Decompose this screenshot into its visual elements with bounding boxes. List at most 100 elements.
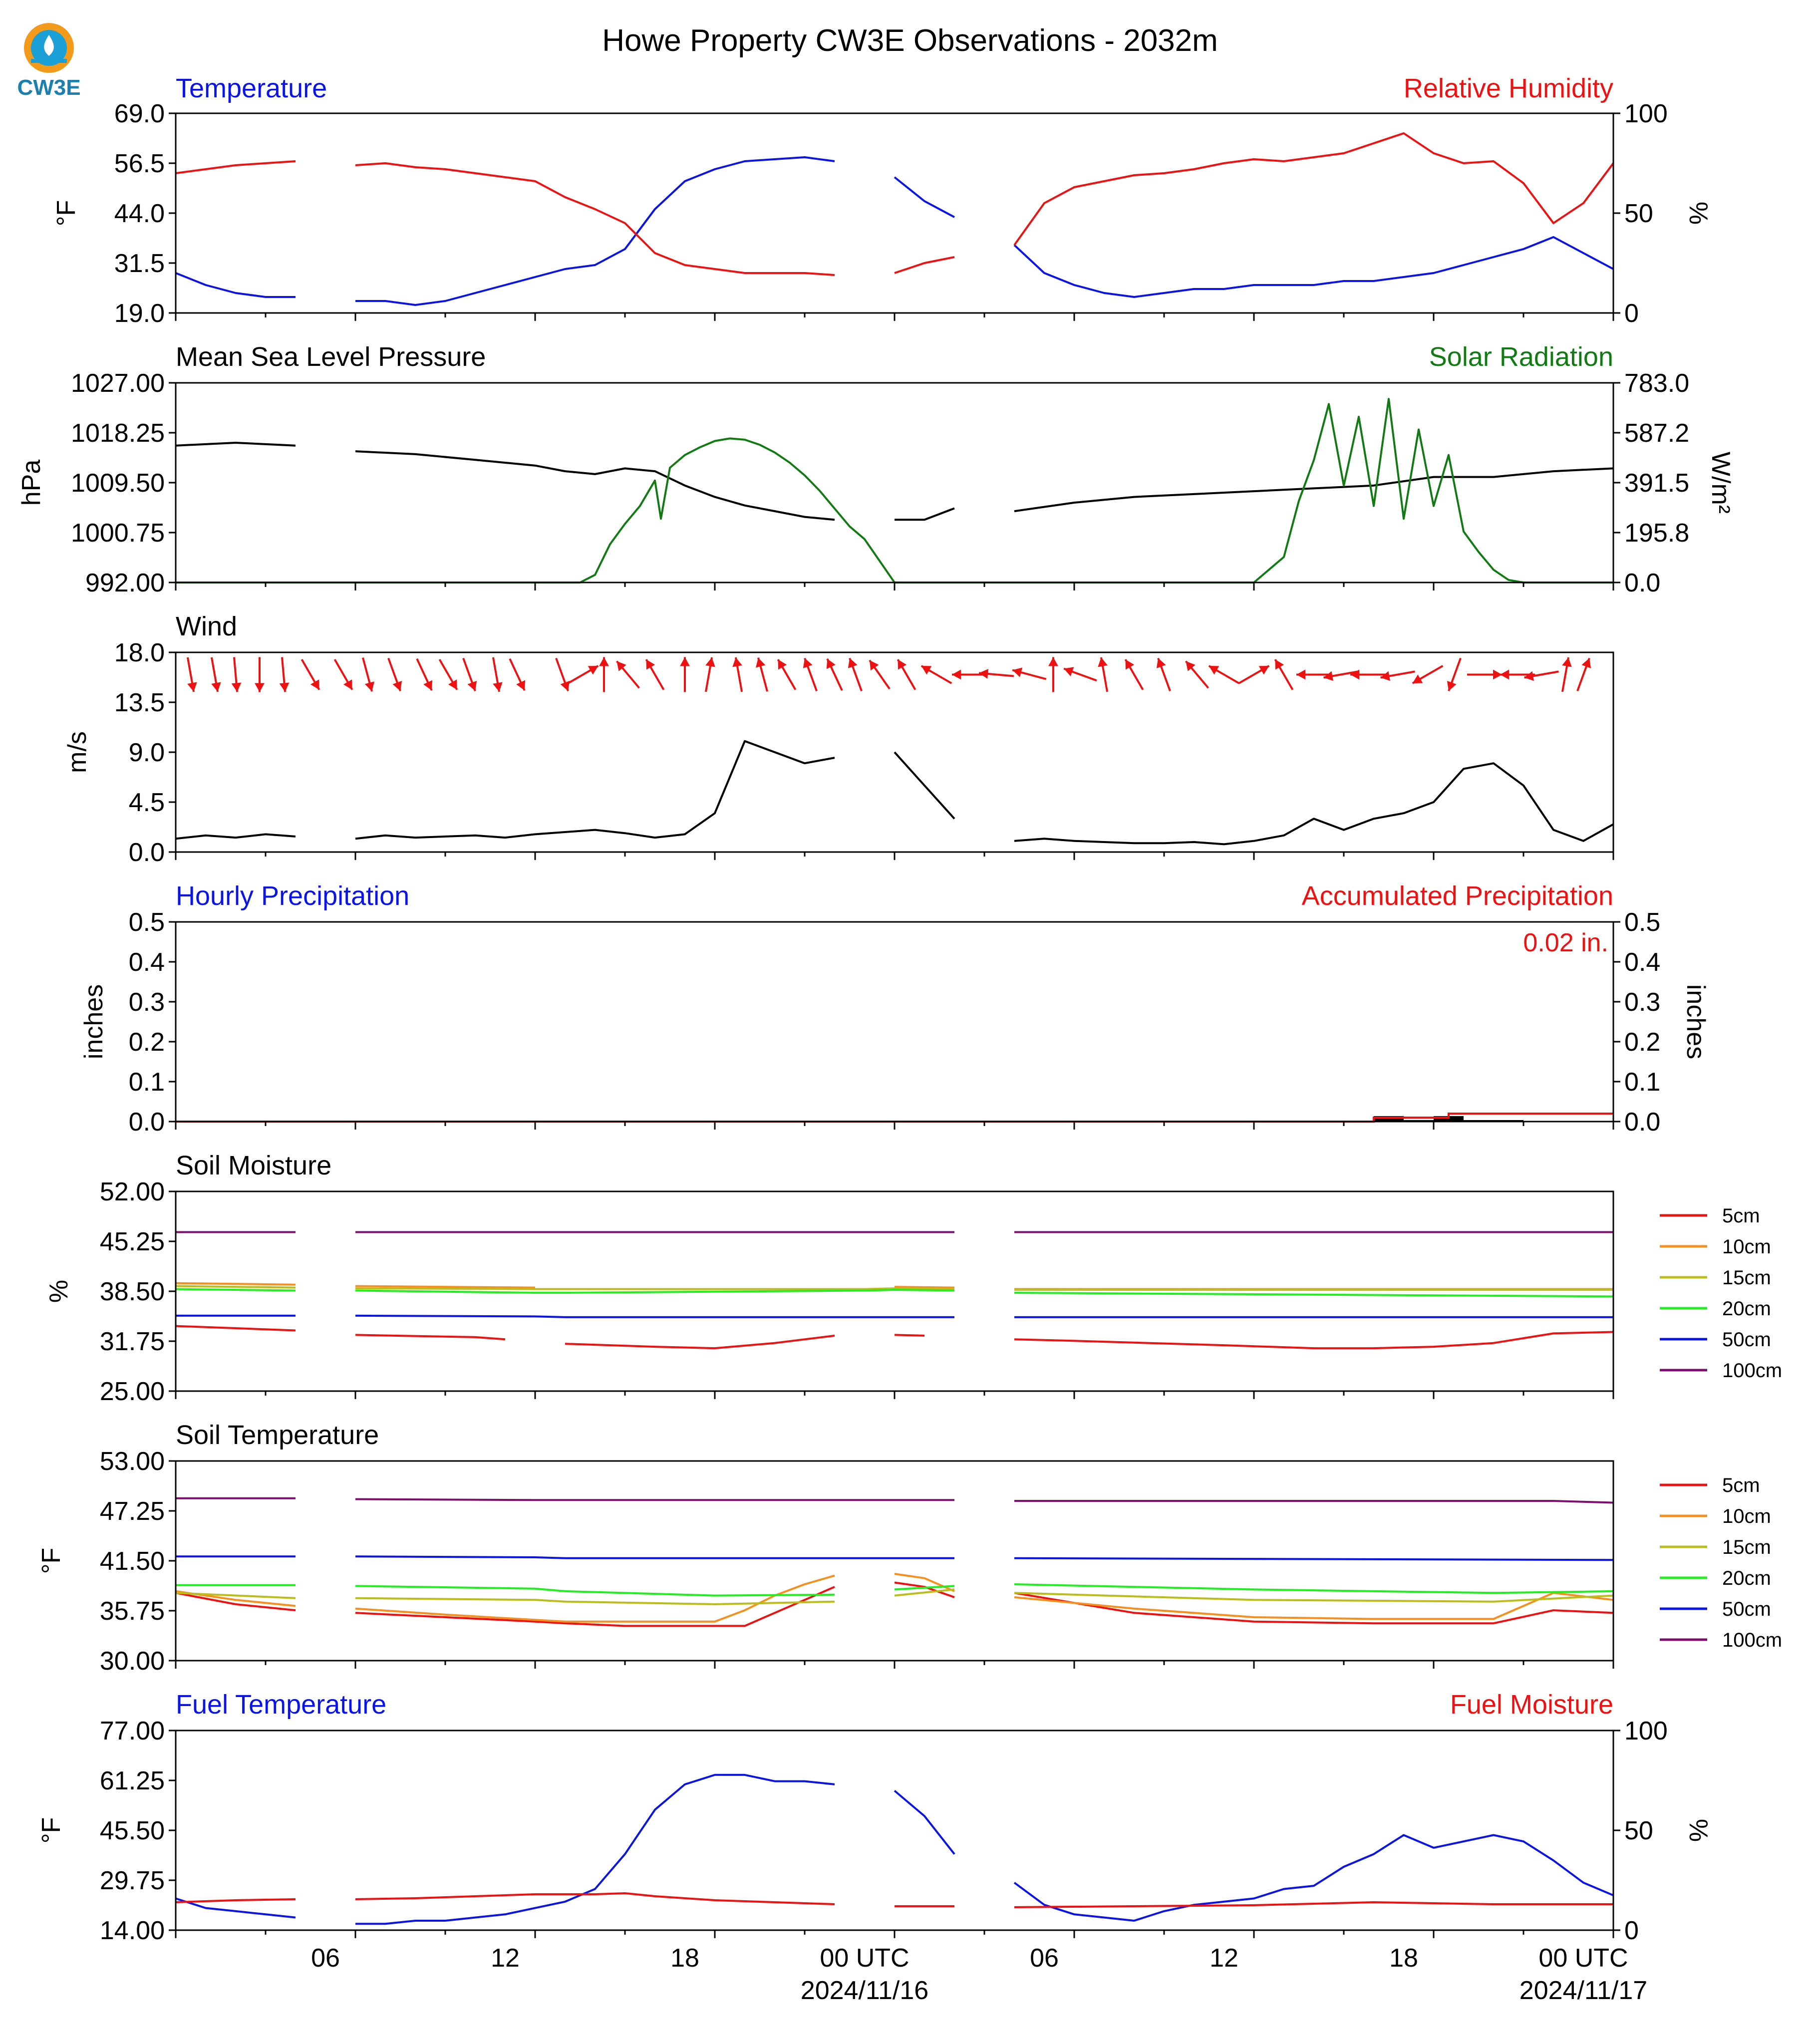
wind-arrow xyxy=(732,657,743,692)
wind-arrow xyxy=(1412,665,1444,684)
wind-arrow-head xyxy=(1380,671,1390,681)
wind-arrow xyxy=(1380,670,1415,681)
wind-arrow-head xyxy=(1258,665,1269,675)
legend-label: 50cm xyxy=(1722,1598,1771,1620)
y2-tick-label: 50 xyxy=(1624,1816,1653,1845)
x-tick-label: 00 UTC xyxy=(820,1944,909,1973)
hourly-precip-bar xyxy=(1434,1116,1464,1122)
y-tick-label: 9.0 xyxy=(129,738,165,767)
wind-arrow-head xyxy=(898,659,907,670)
wind-arrow-head xyxy=(560,681,570,691)
wind-arrow-head xyxy=(343,679,352,690)
wind-arrow-head xyxy=(1186,661,1196,671)
panel-title-right: Relative Humidity xyxy=(1404,73,1613,103)
wind-arrow-head xyxy=(705,657,715,667)
legend-label: 100cm xyxy=(1722,1360,1782,1382)
legend: 5cm 10cm 15cm 20cm 50cm 100cm xyxy=(1660,1474,1782,1651)
y-left-label: °F xyxy=(52,200,81,227)
wind-arrow-head xyxy=(1350,669,1359,680)
wind-arrow xyxy=(680,657,690,692)
x-date-label: 2024/11/16 xyxy=(801,1976,928,2005)
panel-title-left: Fuel Temperature xyxy=(176,1690,386,1720)
wind-arrow xyxy=(1274,659,1294,690)
legend-label: 15cm xyxy=(1722,1536,1771,1558)
y-tick-label: 56.5 xyxy=(114,149,165,178)
y-right-ticks: 0.5 0.4 0.3 0.2 0.1 0.0 xyxy=(1613,908,1660,1137)
wind-arrow xyxy=(255,657,265,692)
y2-tick-label: 587.2 xyxy=(1624,419,1689,448)
y-tick-label: 0.0 xyxy=(129,838,165,867)
y-tick-label: 19.0 xyxy=(114,299,165,328)
series-15cm xyxy=(175,1285,1613,1291)
y-tick-label: 53.00 xyxy=(100,1447,165,1476)
y-right-ticks: 100 50 0 xyxy=(1613,1717,1668,1945)
wind-arrow-head xyxy=(803,658,813,668)
series-wind xyxy=(175,740,1614,846)
legend-label: 20cm xyxy=(1722,1567,1771,1589)
wind-arrow xyxy=(231,657,242,692)
wind-arrow-head xyxy=(1156,658,1166,668)
legend-label: 50cm xyxy=(1722,1329,1771,1351)
series-5cm xyxy=(175,1325,1614,1350)
y-tick-label: 30.00 xyxy=(100,1647,165,1676)
wind-arrow xyxy=(978,669,1014,679)
y-tick-label: 31.75 xyxy=(100,1327,165,1356)
y2-tick-label: 0.4 xyxy=(1624,948,1660,977)
y-left-ticks: 77.00 61.25 45.50 29.75 14.00 xyxy=(100,1717,176,1945)
wind-arrow xyxy=(1296,669,1331,680)
wind-arrow-head xyxy=(1064,667,1074,676)
wind-arrow-head xyxy=(616,661,626,671)
x-tick-label: 12 xyxy=(1210,1944,1238,1973)
wind-arrow xyxy=(848,657,863,692)
y-left-ticks: 69.0 56.5 44.0 31.5 19.0 xyxy=(114,99,176,328)
y-tick-label: 992.00 xyxy=(85,569,165,597)
wind-arrow-head xyxy=(310,679,319,690)
wind-arrow-head xyxy=(255,683,265,692)
series-mean-sea-level-pressure xyxy=(175,442,1614,521)
wind-arrow xyxy=(1561,657,1572,692)
wind-arrow-head xyxy=(448,679,457,690)
panel-title-left: Soil Moisture xyxy=(176,1151,331,1180)
y-tick-label: 61.25 xyxy=(100,1766,165,1795)
wind-arrow-head xyxy=(1493,669,1502,680)
y-left-ticks: 52.00 45.25 38.50 31.75 25.00 xyxy=(100,1177,176,1406)
x-tick-label: 18 xyxy=(1389,1944,1418,1973)
legend-label: 5cm xyxy=(1722,1205,1760,1227)
wind-arrow-head xyxy=(392,681,402,691)
wind-arrow-head xyxy=(599,657,609,666)
y2-tick-label: 195.8 xyxy=(1624,519,1689,548)
x-date-label: 2024/11/17 xyxy=(1519,1976,1647,2005)
y-tick-label: 1018.25 xyxy=(71,419,165,448)
logo-text: CW3E xyxy=(17,75,80,100)
y-tick-label: 1000.75 xyxy=(71,519,165,548)
y2-tick-label: 0.0 xyxy=(1624,569,1660,597)
wind-arrow xyxy=(920,665,952,684)
wind-arrow-head xyxy=(1500,669,1509,680)
hourly-precip-bar xyxy=(1374,1116,1404,1122)
wind-arrow xyxy=(492,657,503,692)
y-tick-label: 13.5 xyxy=(114,688,165,717)
y2-tick-label: 0 xyxy=(1624,1916,1639,1945)
y2-tick-label: 0.1 xyxy=(1624,1068,1660,1097)
legend-label: 10cm xyxy=(1722,1236,1771,1258)
cw3e-logo: CW3E xyxy=(17,23,81,100)
panel-title-right: Accumulated Precipitation xyxy=(1302,881,1613,911)
y-left-label: % xyxy=(44,1280,73,1303)
wind-arrow xyxy=(555,657,570,692)
wind-arrow xyxy=(1576,657,1591,692)
wind-arrow xyxy=(1124,659,1144,690)
y-tick-label: 0.5 xyxy=(129,908,165,937)
y-tick-label: 29.75 xyxy=(100,1866,165,1895)
wind-arrow xyxy=(1012,667,1047,680)
wind-arrow-head xyxy=(1098,657,1108,667)
x-tick-label: 00 UTC xyxy=(1538,1944,1628,1973)
wind-arrow-head xyxy=(680,657,690,666)
wind-arrow xyxy=(1467,669,1502,680)
y-tick-label: 0.2 xyxy=(129,1028,165,1057)
wind-arrow xyxy=(210,657,221,692)
panel-title-left: Temperature xyxy=(176,73,327,103)
wind-arrow-head xyxy=(1296,669,1305,680)
wind-arrow-head xyxy=(869,660,879,671)
x-axis-ticks xyxy=(175,313,1614,1938)
